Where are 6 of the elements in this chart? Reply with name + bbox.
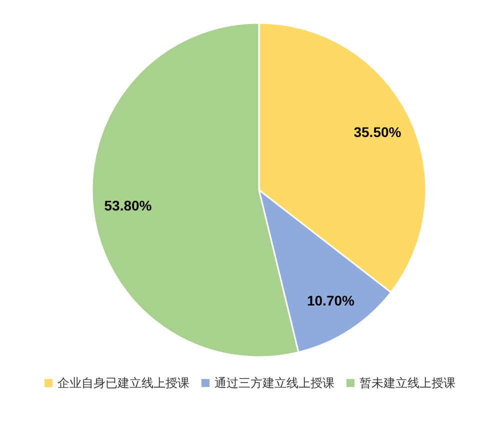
data-label: 10.70%	[306, 292, 356, 309]
legend-label: 企业自身已建立线上授课	[58, 376, 190, 390]
data-label: 53.80%	[104, 198, 152, 214]
data-label: 35.50%	[354, 124, 402, 140]
legend-label: 暂未建立线上授课	[360, 376, 456, 390]
legend-label: 通过三方建立线上授课	[214, 376, 334, 390]
